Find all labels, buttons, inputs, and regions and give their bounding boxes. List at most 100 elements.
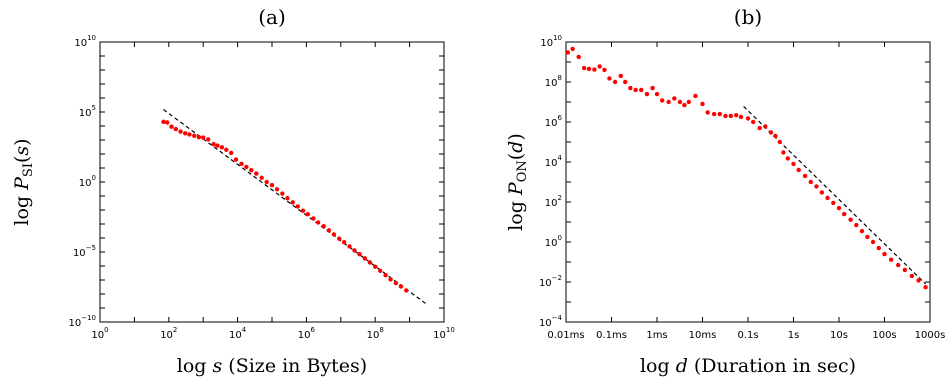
data-point-a: [224, 147, 229, 152]
data-point-a: [183, 131, 188, 136]
data-point-a: [300, 208, 306, 213]
data-point-b: [768, 130, 774, 135]
data-point-b: [618, 73, 623, 79]
data-point-b: [791, 161, 796, 167]
data-point-a: [315, 220, 321, 225]
data-point-b: [705, 110, 710, 115]
data-point-a: [383, 273, 388, 278]
data-point-b: [717, 111, 722, 117]
data-point-a: [290, 200, 295, 205]
y-tick-label-b: 10−4: [539, 314, 563, 329]
panel-label-b: (b): [734, 5, 762, 29]
data-point-a: [331, 232, 337, 237]
x-tick-label-b: 10s: [830, 330, 848, 341]
data-point-a: [388, 277, 393, 282]
data-point-b: [781, 150, 786, 155]
data-point-a: [169, 124, 174, 129]
data-point-b: [711, 111, 717, 117]
y-tick-label-a: 1010: [74, 34, 96, 49]
y-tick-label-a: 10−10: [68, 314, 96, 329]
data-point-b: [728, 113, 734, 119]
y-tick-label-b: 102: [545, 194, 562, 209]
data-point-b: [650, 85, 655, 91]
data-point-a: [305, 212, 311, 217]
data-point-a: [196, 134, 202, 140]
data-point-b: [836, 205, 842, 211]
data-point-a: [357, 251, 362, 257]
data-point-a: [215, 143, 220, 148]
x-tick-label-b: 1s: [788, 330, 800, 341]
x-tick-label-a: 104: [229, 326, 247, 341]
data-point-b: [565, 50, 571, 55]
fit-line-a: [163, 109, 427, 305]
data-point-a: [244, 164, 249, 170]
data-point-a: [280, 191, 285, 196]
data-point-b: [677, 99, 683, 105]
x-tick-label-b: 1000s: [915, 330, 946, 341]
y-tick-label-b: 106: [545, 114, 563, 129]
data-point-a: [311, 216, 316, 221]
data-point-b: [644, 91, 650, 97]
x-tick-label-a: 100: [91, 326, 108, 341]
x-tick-label-a: 1010: [433, 326, 455, 341]
data-point-b: [586, 66, 592, 72]
y-tick-label-b: 1010: [540, 34, 562, 49]
chart-panel-b: (b) 0.01ms 0.1ms 1ms 10ms 0.1s 1s 10s 100s 1000s 1…: [505, 5, 945, 377]
data-point-a: [352, 248, 357, 253]
x-tick-label-b: 0.1s: [737, 330, 758, 341]
data-point-a: [206, 137, 211, 142]
data-point-b: [819, 190, 825, 195]
data-point-a: [165, 120, 170, 125]
data-point-b: [865, 234, 870, 240]
data-point-a: [249, 167, 254, 173]
data-point-a: [178, 129, 183, 134]
data-point-b: [882, 251, 887, 257]
data-point-b: [773, 133, 778, 139]
data-point-a: [187, 132, 192, 137]
data-point-a: [233, 157, 239, 162]
data-point-a: [398, 284, 404, 289]
data-point-b: [888, 257, 894, 262]
data-point-b: [622, 79, 628, 85]
y-tick-label-a: 105: [79, 104, 96, 119]
data-point-b: [738, 114, 744, 120]
data-point-b: [666, 99, 671, 105]
data-point-a: [211, 142, 216, 147]
data-point-b: [902, 267, 908, 273]
data-point-b: [700, 101, 705, 107]
data-point-b: [796, 167, 801, 173]
data-point-b: [909, 273, 915, 279]
data-point-a: [259, 175, 264, 180]
data-point-b: [814, 184, 819, 189]
data-point-b: [831, 200, 836, 206]
y-tick-label-a: 10−5: [73, 244, 96, 259]
data-point-b: [808, 179, 813, 185]
data-point-a: [161, 119, 166, 124]
data-point-b: [763, 124, 768, 129]
data-point-a: [404, 288, 409, 293]
data-point-b: [848, 217, 853, 222]
data-point-b: [802, 173, 808, 179]
data-point-b: [859, 228, 865, 234]
data-point-b: [597, 64, 602, 69]
data-point-b: [841, 211, 847, 217]
data-point-b: [654, 91, 660, 97]
data-point-b: [682, 102, 687, 108]
y-tick-label-a: 100: [79, 174, 96, 189]
data-point-a: [285, 195, 290, 201]
data-point-b: [592, 67, 597, 72]
plot-frame-b: [565, 41, 931, 323]
x-axis-label-b: log d (Duration in sec): [640, 355, 856, 377]
data-point-b: [923, 284, 928, 290]
data-point-a: [201, 135, 206, 140]
data-point-b: [916, 278, 921, 283]
data-point-b: [745, 116, 751, 121]
data-point-b: [895, 262, 901, 268]
data-point-b: [733, 112, 739, 118]
data-point-a: [173, 126, 179, 132]
data-point-a: [362, 256, 368, 261]
y-tick-label-b: 100: [545, 234, 562, 249]
data-point-a: [269, 182, 275, 188]
x-tick-label-b: 100s: [872, 330, 896, 341]
data-point-b: [686, 99, 692, 105]
